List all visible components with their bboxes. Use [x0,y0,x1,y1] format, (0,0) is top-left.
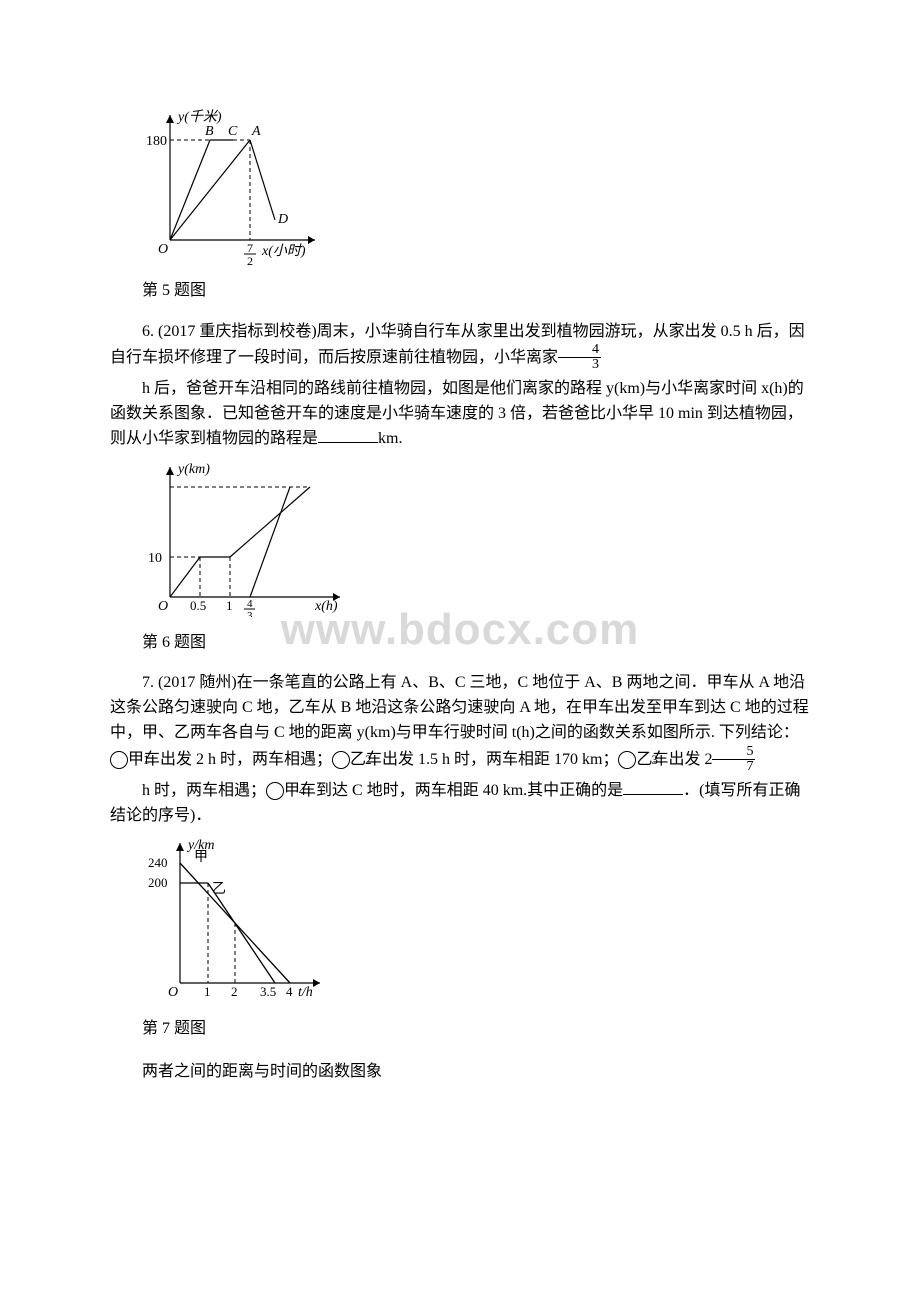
q7-circ2: 2 [332,751,350,769]
fig6-xfrac-den: 3 [247,610,253,617]
fig5-caption: 第 5 题图 [110,279,810,304]
q7-c4pre: h 时，两车相遇； [142,782,266,799]
q7-circ3: 3 [618,751,636,769]
q7-c3pre: 乙车出发 2 [636,751,712,768]
fig6-x05: 0.5 [190,598,206,613]
q7-c1: 甲车出发 2 h 时，两车相遇； [128,751,332,768]
fig6-xfrac-num: 4 [247,598,253,610]
fig7-yi: 乙 [212,881,226,897]
q6-unit: km. [378,430,402,447]
q7-circ1: 1 [110,751,128,769]
q6-prefix: 6. (2017 重庆指标到校卷)周末，小华骑自行车从家里出发到植物园游玩，从家… [110,323,805,367]
q6-line1: 6. (2017 重庆指标到校卷)周末，小华骑自行车从家里出发到植物园游玩，从家… [110,320,810,374]
fig6-ylabel: y(km) [176,462,210,477]
fig7-y200: 200 [148,875,168,890]
fig5-O: O [158,242,168,257]
fig6-O: O [158,599,168,614]
q7-c2: 乙车出发 1.5 h 时，两车相距 170 km； [350,751,618,768]
fig7-x1: 1 [204,984,211,999]
q6-line2: h 后，爸爸开车沿相同的路线前往植物园，如图是他们离家的路程 y(km)与小华离… [110,377,810,451]
fig6-x1: 1 [226,598,233,613]
fig5-y180: 180 [146,134,167,149]
fig7-x2: 2 [231,984,238,999]
figure-7: 240 200 甲 乙 O 1 2 3.5 4 t/h y/km [140,833,810,1012]
fig5-xtick-num: 7 [247,241,253,255]
fig6-caption: 第 6 题图 [110,631,810,656]
q6-frac: 43 [558,343,601,372]
fig7-xlabel: t/h [298,985,313,1000]
fig7-O: O [168,985,178,1000]
fig5-A: A [251,124,261,139]
fig6-y10: 10 [148,551,162,566]
figure-5: 180 B C A D O 7 2 x(小时) y(千米) [140,105,810,274]
fig7-y240: 240 [148,855,168,870]
fig5-D: D [277,212,288,227]
fig5-C: C [228,124,238,139]
fig5-xlabel: x(小时) [261,243,306,259]
q7-body2: h 时，两车相遇；4甲车到达 C 地时，两车相距 40 km.其中正确的是．(填… [110,779,810,829]
q7-body: 7. (2017 随州)在一条笔直的公路上有 A、B、C 三地，C 地位于 A、… [110,671,810,774]
q7-frac: 57 [712,745,755,774]
fig7-x35: 3.5 [260,984,276,999]
q6-body2: h 后，爸爸开车沿相同的路线前往植物园，如图是他们离家的路程 y(km)与小华离… [110,380,804,447]
q7-circ4: 4 [266,782,284,800]
fig7-x4: 4 [286,984,293,999]
q7-blank [623,779,683,795]
figure-6: 10 O 0.5 1 4 3 x(h) y(km) [140,457,810,626]
fig5-ylabel: y(千米) [176,109,222,125]
q7-prefix: 7. (2017 随州)在一条笔直的公路上有 A、B、C 三地，C 地位于 A、… [110,674,809,741]
fig7-caption: 第 7 题图 [110,1017,810,1042]
q7-c4: 甲车到达 C 地时，两车相距 40 km.其中正确的是 [284,782,623,799]
section-title: 两者之间的距离与时间的函数图象 [110,1060,810,1085]
fig5-xtick-den: 2 [247,254,253,265]
fig5-B: B [205,124,214,139]
q6-blank [318,427,378,443]
fig6-xlabel: x(h) [314,599,338,614]
fig7-ylabel: y/km [186,838,214,853]
